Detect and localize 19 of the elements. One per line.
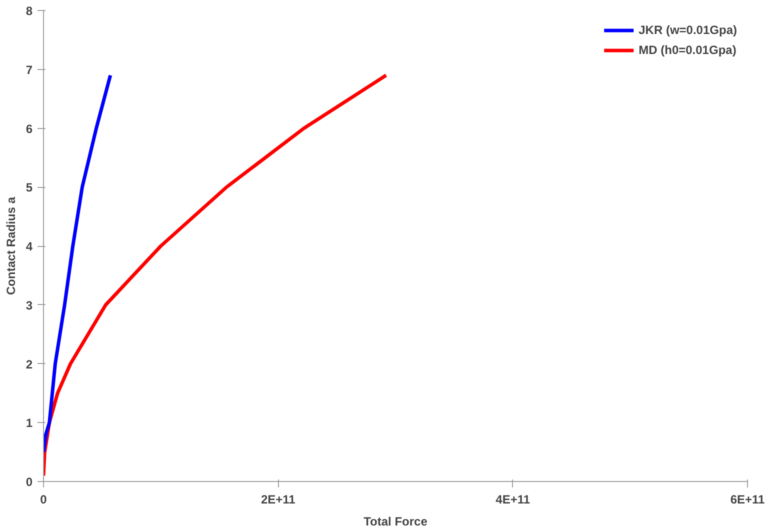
y-tick-label: 3 [26,298,33,312]
y-axis-title: Contact Radius a [4,196,18,296]
y-tick-label: 1 [26,416,33,430]
y-tick-label: 8 [26,4,33,18]
y-tick-label: 0 [26,475,33,489]
x-axis-title: Total Force [364,514,428,528]
y-tick-label: 2 [26,357,33,372]
x-tick-label: 2E+11 [260,492,296,506]
x-tick-label: 6E+11 [730,492,766,506]
y-tick-label: 4 [26,240,33,254]
line-series [44,74,112,454]
legend-label: MD (h0=0.01Gpa) [638,43,736,57]
legend-label: JKR (w=0.01Gpa) [638,23,737,37]
y-tick-label: 5 [26,180,33,195]
x-tick-label: 4E+11 [496,492,530,506]
y-tick-label: 7 [26,62,33,77]
line-series [44,74,388,478]
y-tick-label: 6 [26,122,33,136]
x-tick-label: 0 [40,492,48,506]
